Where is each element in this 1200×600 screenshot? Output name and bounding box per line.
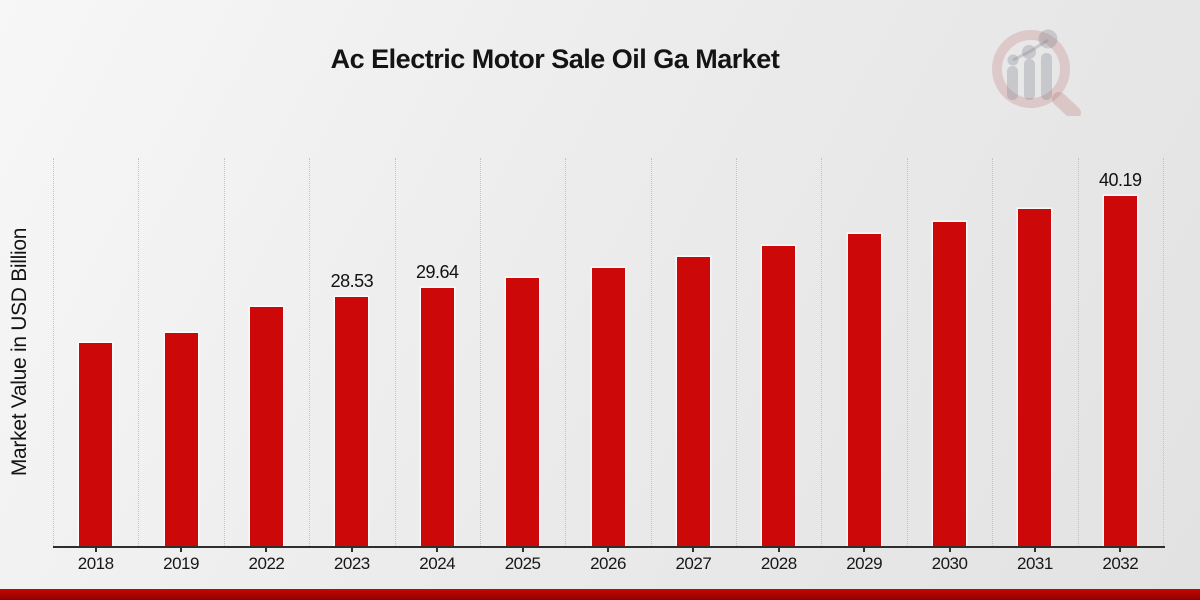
vertical-gridline [223, 158, 225, 546]
vertical-gridline [650, 158, 652, 546]
x-axis-tick-label: 2029 [846, 554, 883, 573]
bottom-red-banner [0, 589, 1200, 600]
x-axis-tick [350, 547, 353, 552]
plot-area: 28.53 29.64 40.19 2018 2019 2022 2023 2024 2025… [53, 158, 1165, 573]
vertical-gridline [821, 158, 823, 546]
vertical-gridline [736, 158, 738, 546]
bar-2025 [506, 278, 540, 546]
vertical-gridline [309, 158, 311, 546]
bar-value-label: 28.53 [330, 271, 374, 291]
x-axis-tick-label: 2025 [504, 554, 541, 573]
vertical-gridline [565, 158, 567, 546]
x-axis-tick [180, 547, 183, 552]
x-axis-tick-label: 2028 [760, 554, 797, 573]
x-axis-tick [948, 547, 951, 552]
vertical-gridline [1077, 158, 1079, 546]
bar-value-label: 40.19 [1099, 170, 1142, 190]
x-axis-tick-label: 2032 [1102, 554, 1139, 573]
x-axis-tick-label: 2022 [248, 554, 285, 573]
vertical-gridline [906, 158, 908, 546]
x-axis-tick [521, 547, 524, 552]
bar-2029 [847, 234, 881, 546]
vertical-gridline [394, 158, 396, 546]
bar-2022 [249, 307, 283, 546]
vertical-gridline [1163, 158, 1164, 546]
x-axis-tick [436, 547, 439, 552]
bar-2019 [164, 333, 198, 546]
vertical-gridline [138, 158, 140, 546]
x-axis-tick [265, 547, 268, 552]
x-axis-tick-label: 2018 [77, 554, 114, 573]
bar-2031 [1018, 209, 1052, 546]
x-axis-tick-label: 2026 [590, 554, 626, 573]
vertical-gridline [53, 158, 54, 546]
bar-2030 [933, 222, 967, 546]
bar-2032 [1103, 196, 1137, 546]
x-axis-tick [94, 547, 97, 552]
x-axis-tick [1119, 547, 1122, 552]
x-axis-tick [863, 547, 866, 552]
x-axis-tick [692, 547, 695, 552]
x-axis-tick-label: 2027 [675, 554, 712, 573]
x-axis-line [53, 546, 1165, 548]
x-axis-tick-label: 2031 [1017, 554, 1053, 573]
magnifier-growth-chart-logo-icon [992, 29, 1081, 116]
x-axis-tick [607, 547, 609, 552]
bar-2024 [420, 288, 454, 546]
x-axis-tick [1033, 547, 1036, 552]
bar-2028 [762, 246, 796, 546]
x-axis-tick-label: 2024 [419, 554, 456, 573]
bar-2018 [79, 343, 113, 546]
x-axis-tick [777, 547, 780, 552]
x-axis-tick-label: 2030 [931, 554, 968, 573]
bar-2023 [335, 297, 369, 546]
chart-title: Ac Electric Motor Sale Oil Ga Market [330, 44, 780, 74]
x-axis-tick-label: 2023 [333, 554, 370, 573]
x-axis-tick-label: 2019 [163, 554, 199, 573]
bar-2026 [591, 268, 625, 546]
vertical-gridline [992, 158, 994, 546]
y-axis-label: Market Value in USD Billion [8, 227, 31, 477]
vertical-gridline [479, 158, 481, 546]
bar-value-label: 29.64 [415, 262, 459, 282]
bar-2027 [676, 257, 710, 546]
